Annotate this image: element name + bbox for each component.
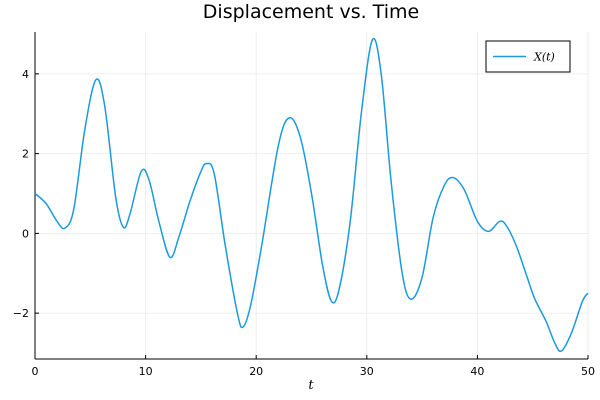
legend: X(t) bbox=[485, 40, 571, 73]
y-tick-label: −2 bbox=[13, 307, 29, 320]
x-tick-label: 50 bbox=[581, 365, 595, 378]
chart-title: Displacement vs. Time bbox=[203, 1, 419, 23]
y-tick-label: 4 bbox=[22, 68, 29, 81]
legend-label-x-of-t: X(t) bbox=[533, 51, 555, 64]
x-tick-label: 0 bbox=[32, 365, 39, 378]
x-axis-label: t bbox=[308, 378, 314, 393]
tick-labels: 0 10 20 30 40 50 −2 0 2 4 bbox=[13, 68, 595, 378]
x-tick-label: 10 bbox=[139, 365, 153, 378]
grid bbox=[34, 32, 589, 359]
series-line-x-of-t bbox=[34, 37, 589, 353]
axes bbox=[34, 32, 588, 360]
y-tick-label: 0 bbox=[22, 227, 29, 240]
x-tick-label: 30 bbox=[360, 365, 374, 378]
series-layer bbox=[34, 37, 589, 353]
x-tick-label: 20 bbox=[249, 365, 263, 378]
x-tick-label: 40 bbox=[470, 365, 484, 378]
y-tick-label: 2 bbox=[22, 148, 29, 161]
